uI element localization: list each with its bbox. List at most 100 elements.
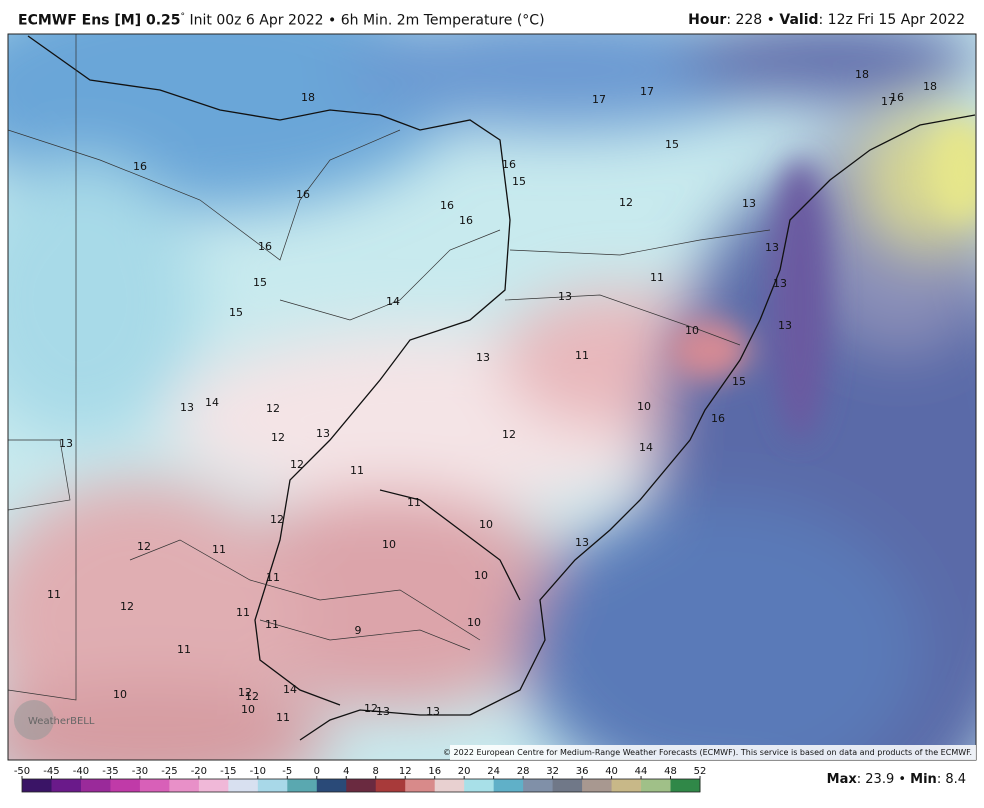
- temperature-label: 12: [238, 686, 252, 699]
- colorbar-tick-label: 0: [314, 766, 320, 777]
- temperature-label: 14: [205, 396, 219, 409]
- temperature-label: 13: [376, 705, 390, 718]
- colorbar-segment: [22, 779, 52, 792]
- temperature-label: 10: [685, 324, 699, 337]
- colorbar-tick-label: -20: [191, 766, 207, 777]
- logo-text: WeatherBELL: [28, 716, 95, 727]
- colorbar-tick-label: 20: [458, 766, 471, 777]
- colorbar-segment: [139, 779, 170, 792]
- temperature-label: 11: [265, 618, 279, 631]
- colorbar-tick-label: 48: [664, 766, 677, 777]
- temperature-label: 10: [241, 703, 255, 716]
- temperature-label: 14: [386, 295, 400, 308]
- colorbar-tick-label: 36: [576, 766, 589, 777]
- temperature-label: 12: [266, 402, 280, 415]
- temperature-label: 13: [59, 437, 73, 450]
- temperature-label: 11: [650, 271, 664, 284]
- temperature-label: 15: [512, 175, 526, 188]
- model: ECMWF Ens [M] 0.25: [18, 12, 181, 29]
- temperature-label: 15: [229, 306, 243, 319]
- temperature-label: 16: [890, 91, 904, 104]
- temperature-label: 16: [258, 240, 272, 253]
- colorbar-tick-label: 44: [635, 766, 648, 777]
- colorbar-tick-label: -25: [161, 766, 177, 777]
- temperature-label: 13: [426, 705, 440, 718]
- temperature-label: 15: [253, 276, 267, 289]
- colorbar-tick-label: -40: [73, 766, 89, 777]
- temperature-label: 11: [266, 571, 280, 584]
- temperature-label: 10: [474, 569, 488, 582]
- header-left: ECMWF Ens [M] 0.25° Init 00z 6 Apr 2022 …: [18, 12, 545, 29]
- temperature-label: 10: [113, 688, 127, 701]
- colorbar-segment: [434, 779, 465, 792]
- temperature-label: 11: [236, 606, 250, 619]
- temperature-label: 16: [711, 412, 725, 425]
- temperature-label: 14: [639, 441, 653, 454]
- temperature-label: 16: [459, 214, 473, 227]
- borders: [8, 34, 771, 701]
- min-value: : 8.4: [936, 772, 966, 787]
- colorbar-tick-label: -5: [282, 766, 292, 777]
- temperature-label: 17: [881, 95, 895, 108]
- colorbar-segment: [346, 779, 377, 792]
- temperature-label: 13: [575, 536, 589, 549]
- colorbar-segment: [257, 779, 288, 792]
- colorbar-segment: [169, 779, 200, 792]
- colorbar-segment: [405, 779, 436, 792]
- colorbar-segment: [670, 779, 701, 792]
- hour-label: Hour: [688, 12, 727, 28]
- temperature-label: 16: [133, 160, 147, 173]
- colorbar-tick-label: 16: [428, 766, 441, 777]
- temperature-label: 13: [742, 197, 756, 210]
- colorbar-segment: [582, 779, 613, 792]
- colorbar-tick-label: -45: [43, 766, 59, 777]
- valid-value: : 12z Fri 15 Apr 2022: [818, 12, 965, 28]
- colorbar-segment: [110, 779, 141, 792]
- colorbar-tick-label: -50: [14, 766, 30, 777]
- temperature-label: 10: [479, 518, 493, 531]
- copyright: © 2022 European Centre for Medium-Range …: [443, 748, 972, 757]
- colorbar-tick-label: 8: [373, 766, 379, 777]
- temperature-label: 13: [765, 241, 779, 254]
- temperature-label: 12: [137, 540, 151, 553]
- colorbar-tick-label: -35: [102, 766, 118, 777]
- temperature-label: 12: [502, 428, 516, 441]
- temperature-label: 17: [592, 93, 606, 106]
- copyright-bg: [450, 745, 976, 760]
- temperature-label: 11: [350, 464, 364, 477]
- colorbar-segment: [552, 779, 583, 792]
- temperature-label: 10: [637, 400, 651, 413]
- watermark: WeatherBELL: [14, 700, 95, 740]
- colorbar-tick-label: 4: [343, 766, 349, 777]
- colorbar-tick-label: -10: [250, 766, 266, 777]
- temperature-label: 13: [778, 319, 792, 332]
- temperature-label: 9: [355, 624, 362, 637]
- temperature-label: 12: [270, 513, 284, 526]
- colorbar-segment: [375, 779, 406, 792]
- temperature-label: 17: [640, 85, 654, 98]
- temperature-label: 11: [276, 711, 290, 724]
- temperature-label: 14: [283, 683, 297, 696]
- temperature-label: 15: [665, 138, 679, 151]
- temperature-label: 12: [290, 458, 304, 471]
- colorbar-segment: [198, 779, 229, 792]
- temperature-label: 16: [502, 158, 516, 171]
- temperature-label: 13: [316, 427, 330, 440]
- degree: °: [180, 12, 186, 22]
- max-label: Max: [826, 772, 857, 787]
- temperature-label: 18: [855, 68, 869, 81]
- temperature-label: 10: [467, 616, 481, 629]
- temperature-label: 13: [558, 290, 572, 303]
- temperature-label: 13: [773, 277, 787, 290]
- valid-label: Valid: [779, 12, 819, 28]
- colorbar-tick-label: 40: [605, 766, 618, 777]
- colorbar-segment: [464, 779, 495, 792]
- colorbar-frame: [21, 778, 701, 793]
- colorbar-segment: [316, 779, 347, 792]
- min-label: Min: [910, 772, 937, 787]
- temperature-label: 15: [732, 375, 746, 388]
- colorbar-tick-label: 32: [546, 766, 559, 777]
- temperature-label: 16: [440, 199, 454, 212]
